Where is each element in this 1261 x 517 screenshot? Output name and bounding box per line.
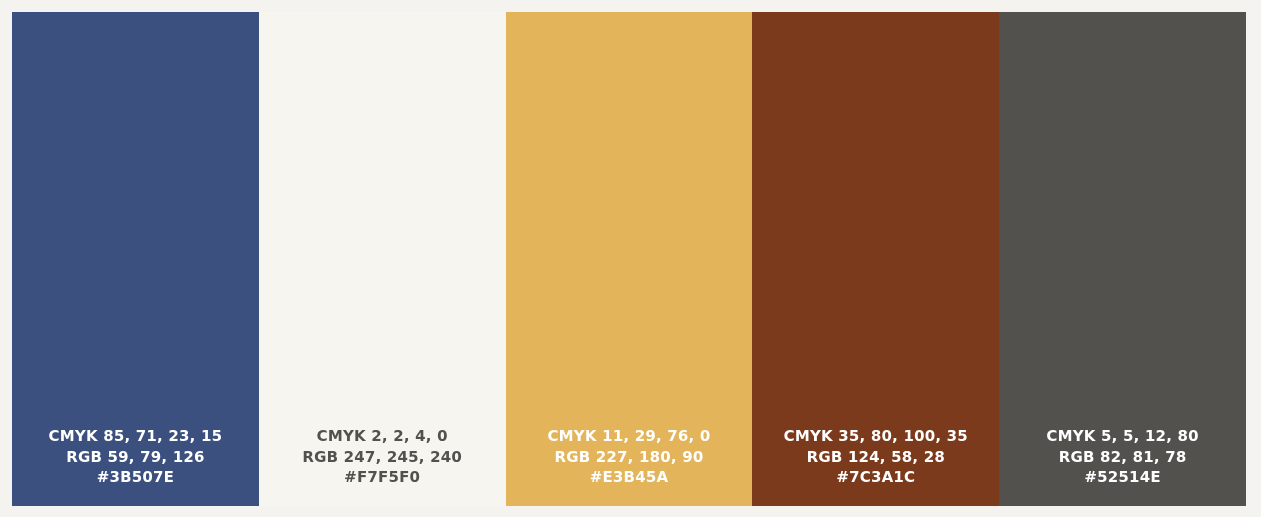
swatch-off-white: CMYK 2, 2, 4, 0 RGB 247, 245, 240 #F7F5F…	[258, 12, 506, 506]
color-palette: CMYK 85, 71, 23, 15 RGB 59, 79, 126 #3B5…	[12, 12, 1246, 506]
hex-value: #3B507E	[96, 468, 175, 486]
cmyk-value: CMYK 11, 29, 76, 0	[547, 427, 711, 445]
swatch-rust-brown: CMYK 35, 80, 100, 35 RGB 124, 58, 28 #7C…	[752, 12, 1000, 506]
hex-value: #E3B45A	[589, 468, 669, 486]
swatch-label: CMYK 85, 71, 23, 15 RGB 59, 79, 126 #3B5…	[12, 426, 259, 488]
cmyk-value: CMYK 5, 5, 12, 80	[1046, 427, 1199, 445]
swatch-label: CMYK 2, 2, 4, 0 RGB 247, 245, 240 #F7F5F…	[259, 426, 506, 488]
cmyk-value: CMYK 2, 2, 4, 0	[316, 427, 448, 445]
hex-value: #7C3A1C	[836, 468, 916, 486]
swatch-label: CMYK 5, 5, 12, 80 RGB 82, 81, 78 #52514E	[999, 426, 1246, 488]
swatch-label: CMYK 11, 29, 76, 0 RGB 227, 180, 90 #E3B…	[506, 426, 753, 488]
rgb-value: RGB 227, 180, 90	[554, 447, 704, 466]
cmyk-value: CMYK 85, 71, 23, 15	[48, 427, 223, 445]
cmyk-value: CMYK 35, 80, 100, 35	[783, 427, 968, 445]
swatch-mustard: CMYK 11, 29, 76, 0 RGB 227, 180, 90 #E3B…	[505, 12, 753, 506]
rgb-value: RGB 247, 245, 240	[302, 447, 463, 466]
hex-value: #52514E	[1084, 468, 1161, 486]
swatch-navy: CMYK 85, 71, 23, 15 RGB 59, 79, 126 #3B5…	[12, 12, 259, 506]
hex-value: #F7F5F0	[344, 468, 421, 486]
swatch-charcoal: CMYK 5, 5, 12, 80 RGB 82, 81, 78 #52514E	[999, 12, 1246, 506]
rgb-value: RGB 82, 81, 78	[1058, 447, 1187, 466]
rgb-value: RGB 59, 79, 126	[66, 447, 205, 466]
swatch-label: CMYK 35, 80, 100, 35 RGB 124, 58, 28 #7C…	[752, 426, 999, 488]
rgb-value: RGB 124, 58, 28	[806, 447, 945, 466]
